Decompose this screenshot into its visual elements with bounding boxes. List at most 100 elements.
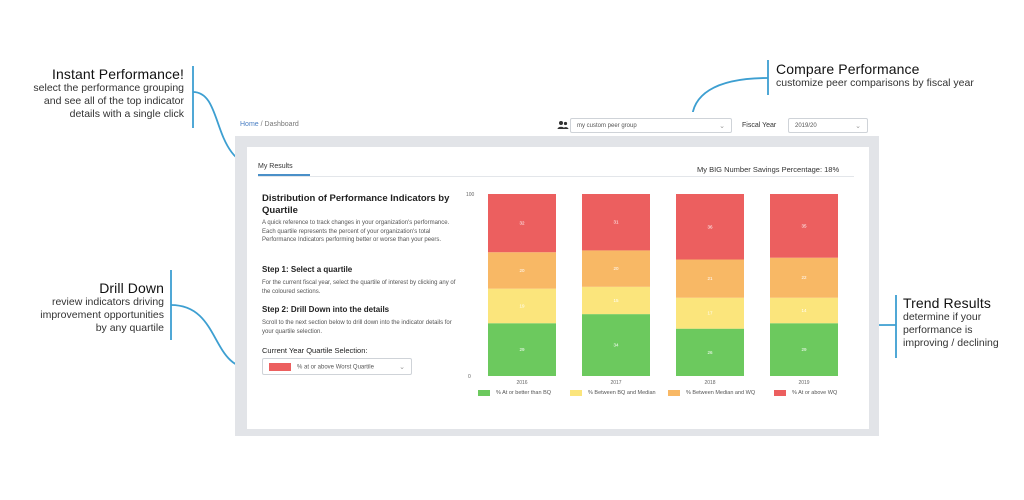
bar-segment[interactable] (676, 328, 744, 376)
drill-callout-desc-3: by any quartile (95, 322, 164, 334)
legend-item-best[interactable]: % At or better than BQ (478, 390, 551, 396)
bar-segment[interactable] (676, 194, 744, 260)
instant-callout: Instant Performance! select the performa… (20, 66, 184, 121)
bar-segment[interactable] (582, 314, 650, 376)
trend-callout-title: Trend Results (903, 295, 991, 311)
compare-callout-desc: customize peer comparisons by fiscal yea… (776, 77, 974, 89)
bar-data-label: 35 (801, 223, 807, 228)
trend-callout-desc-2: performance is (903, 324, 973, 336)
bar-data-label: 29 (801, 347, 807, 352)
legend-label: % Between BQ and Median (588, 390, 656, 396)
quartile-select[interactable]: % at or above Worst Quartile ⌄ (262, 358, 412, 375)
instant-callout-desc-1: select the performance grouping (33, 82, 184, 94)
legend-item-median-wq[interactable]: % Between Median and WQ (668, 390, 755, 396)
bar-data-label: 21 (707, 276, 713, 281)
app-topbar (235, 112, 879, 136)
legend-swatch-orange (668, 390, 680, 396)
legend-swatch-red (774, 390, 786, 396)
step1-text: For the current fiscal year, select the … (262, 280, 456, 295)
legend-swatch-green (478, 390, 490, 396)
current-quartile-label: Current Year Quartile Selection: (262, 346, 368, 355)
trend-callout-desc-1: determine if your (903, 311, 982, 323)
panel-title: Distribution of Performance Indicators b… (262, 193, 450, 216)
bar-data-label: 17 (707, 311, 713, 316)
step2-text: Scroll to the next section below to dril… (262, 320, 452, 335)
x-tick-label: 2016 (516, 380, 527, 386)
tab-my-results[interactable]: My Results (258, 163, 293, 170)
legend-label: % At or above WQ (792, 390, 838, 396)
bar-segment[interactable] (488, 323, 556, 376)
bar-segment[interactable] (488, 194, 556, 253)
instant-callout-title: Instant Performance! (52, 66, 184, 82)
bar-segment[interactable] (488, 288, 556, 324)
bar-segment[interactable] (582, 250, 650, 287)
drill-callout-desc-2: improvement opportunities (40, 309, 164, 321)
trend-callout-desc-3: improving / declining (903, 337, 999, 349)
instant-callout-desc-3: details with a single click (69, 108, 184, 120)
bar-segment[interactable] (676, 297, 744, 329)
breadcrumb-separator: / (260, 121, 263, 128)
breadcrumb-current: Dashboard (264, 121, 299, 128)
peer-group-select[interactable]: my custom peer group ⌄ (570, 118, 732, 133)
compare-callout-title: Compare Performance (776, 61, 920, 77)
y-tick-label: 0 (468, 374, 471, 380)
chevron-down-icon: ⌄ (719, 122, 725, 130)
bar-data-label: 22 (801, 275, 807, 280)
bar-data-label: 32 (519, 221, 525, 226)
x-tick-label: 2017 (610, 380, 621, 386)
bar-data-label: 15 (613, 298, 619, 303)
fiscal-year-select-value: 2019/20 (795, 122, 817, 129)
quartile-chart: 100 0 29 19 20 32 2016 34 15 20 31 2017 26 17 21 36 2018… (466, 192, 838, 386)
big-number-savings: My BIG Number Savings Percentage: 18% (697, 165, 840, 174)
panel-intro: A quick reference to track changes in yo… (262, 220, 450, 243)
legend-item-bq-median[interactable]: % Between BQ and Median (570, 390, 656, 396)
bar-segment[interactable] (770, 323, 838, 376)
x-tick-label: 2018 (704, 380, 715, 386)
bar-data-label: 20 (613, 266, 619, 271)
quartile-swatch (269, 362, 291, 371)
peer-group-select-value: my custom peer group (577, 122, 637, 129)
drill-callout-desc-1: review indicators driving (51, 296, 164, 308)
fiscal-year-label: Fiscal Year (742, 122, 777, 129)
compare-callout: Compare Performance customize peer compa… (776, 61, 1016, 90)
peer-group-icon (557, 121, 569, 129)
trend-callout: Trend Results determine if your performa… (903, 295, 1018, 350)
bar-data-label: 26 (707, 350, 713, 355)
bar-data-label: 19 (519, 303, 525, 308)
quartile-select-value-wrap: % at or above Worst Quartile (269, 362, 374, 371)
bar-data-label: 36 (707, 224, 713, 229)
bar-segment[interactable] (770, 194, 838, 258)
tab-active-indicator (258, 174, 310, 176)
legend-label: % Between Median and WQ (686, 390, 756, 396)
fiscal-year-select[interactable]: 2019/20 ⌄ (788, 118, 868, 133)
bar-data-label: 14 (801, 308, 807, 313)
bar-data-label: 20 (519, 268, 525, 273)
bar-data-label: 31 (613, 220, 619, 225)
quartile-select-value: % at or above Worst Quartile (297, 364, 374, 371)
bar-segment[interactable] (770, 297, 838, 324)
drill-callout-title: Drill Down (99, 280, 164, 296)
chevron-down-icon: ⌄ (855, 122, 861, 130)
tab-divider (258, 176, 854, 177)
chevron-down-icon: ⌄ (399, 363, 405, 371)
x-tick-label: 2019 (798, 380, 809, 386)
bar-data-label: 29 (519, 347, 525, 352)
drill-callout: Drill Down review indicators driving imp… (20, 280, 164, 335)
instant-callout-desc-2: and see all of the top indicator (43, 95, 184, 107)
bar-segment[interactable] (488, 252, 556, 289)
bar-segment[interactable] (770, 257, 838, 298)
legend-label: % At or better than BQ (496, 390, 552, 396)
step1-title: Step 1: Select a quartile (262, 265, 353, 274)
y-tick-label: 100 (466, 192, 475, 198)
breadcrumb-home-link[interactable]: Home (240, 121, 259, 128)
bar-segment[interactable] (582, 194, 650, 251)
legend-swatch-yellow (570, 390, 582, 396)
breadcrumb: Home / Dashboard (240, 121, 299, 128)
bar-data-label: 34 (613, 343, 619, 348)
bar-segment[interactable] (676, 259, 744, 298)
results-card (247, 147, 869, 429)
legend-item-worst[interactable]: % At or above WQ (774, 390, 837, 396)
bar-segment[interactable] (582, 286, 650, 315)
step2-title: Step 2: Drill Down into the details (262, 305, 390, 314)
